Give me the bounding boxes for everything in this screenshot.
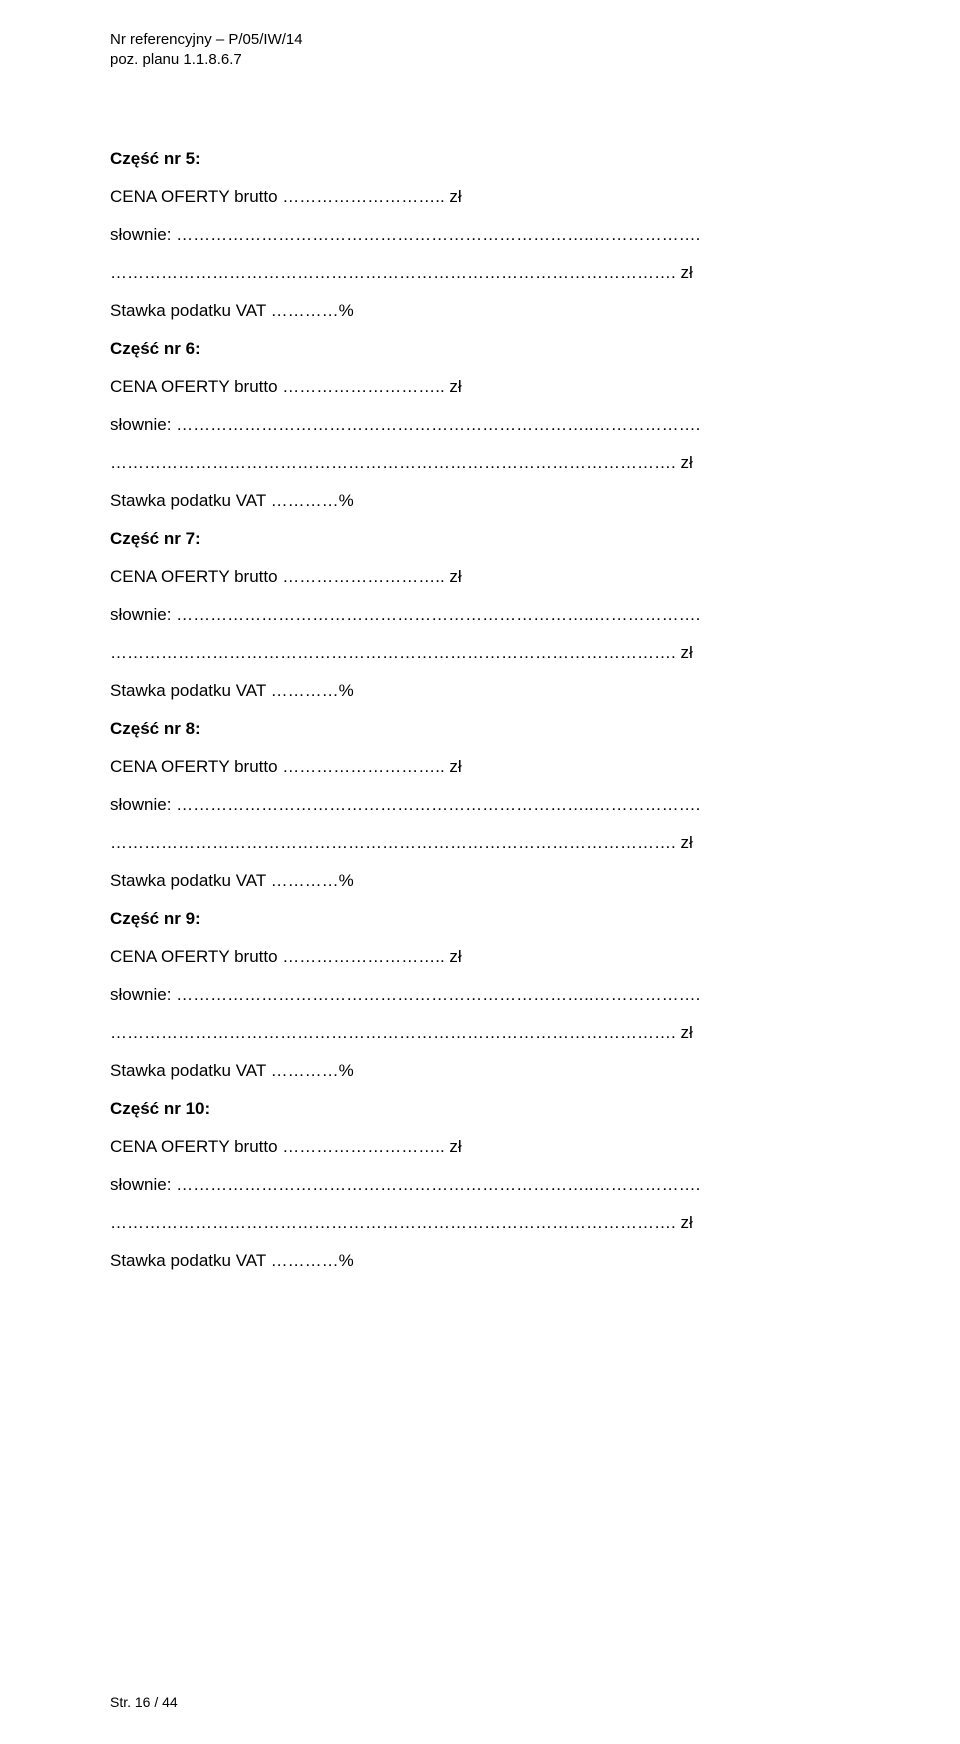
dots-line: ………………………………………………………………………………………. zł [110,453,850,473]
dots-line: ………………………………………………………………………………………. zł [110,643,850,663]
document-page: Nr referencyjny – P/05/IW/14 poz. planu … [0,0,960,1744]
document-header: Nr referencyjny – P/05/IW/14 poz. planu … [110,30,850,69]
cena-line: CENA OFERTY brutto ……………………….. zł [110,377,850,397]
page-number: Str. 16 / 44 [110,1694,178,1710]
vat-line: Stawka podatku VAT …………% [110,1061,850,1081]
slownie-line: słownie: ………………………………………………………………..……………… [110,795,850,815]
vat-line: Stawka podatku VAT …………% [110,1251,850,1271]
section-title-5: Część nr 5: [110,149,850,169]
slownie-line: słownie: ………………………………………………………………..……………… [110,605,850,625]
cena-line: CENA OFERTY brutto ……………………….. zł [110,757,850,777]
header-plan: poz. planu 1.1.8.6.7 [110,50,850,70]
section-title-9: Część nr 9: [110,909,850,929]
section-title-8: Część nr 8: [110,719,850,739]
dots-line: ………………………………………………………………………………………. zł [110,1213,850,1233]
slownie-line: słownie: ………………………………………………………………..……………… [110,1175,850,1195]
section-title-6: Część nr 6: [110,339,850,359]
dots-line: ………………………………………………………………………………………. zł [110,833,850,853]
slownie-line: słownie: ………………………………………………………………..……………… [110,225,850,245]
section-title-10: Część nr 10: [110,1099,850,1119]
cena-line: CENA OFERTY brutto ……………………….. zł [110,1137,850,1157]
dots-line: ………………………………………………………………………………………. zł [110,1023,850,1043]
cena-line: CENA OFERTY brutto ……………………….. zł [110,187,850,207]
vat-line: Stawka podatku VAT …………% [110,681,850,701]
section-title-7: Część nr 7: [110,529,850,549]
cena-line: CENA OFERTY brutto ……………………….. zł [110,947,850,967]
vat-line: Stawka podatku VAT …………% [110,491,850,511]
slownie-line: słownie: ………………………………………………………………..……………… [110,985,850,1005]
vat-line: Stawka podatku VAT …………% [110,301,850,321]
vat-line: Stawka podatku VAT …………% [110,871,850,891]
dots-line: ………………………………………………………………………………………. zł [110,263,850,283]
header-ref: Nr referencyjny – P/05/IW/14 [110,30,850,50]
cena-line: CENA OFERTY brutto ……………………….. zł [110,567,850,587]
slownie-line: słownie: ………………………………………………………………..……………… [110,415,850,435]
